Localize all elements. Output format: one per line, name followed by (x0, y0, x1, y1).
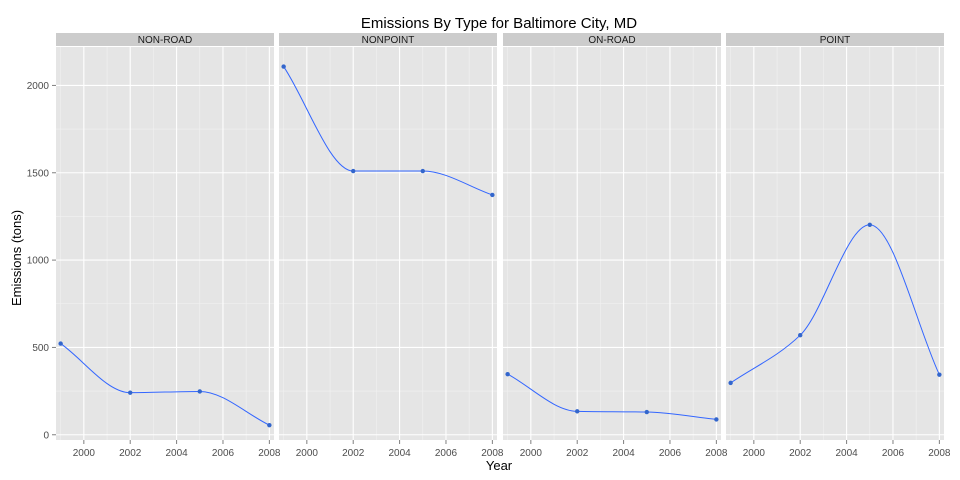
x-tick-label: 2002 (342, 448, 365, 459)
y-tick-label: 500 (32, 343, 49, 354)
data-point (575, 409, 580, 414)
facet-strip (503, 33, 721, 46)
y-tick-label: 1000 (27, 256, 50, 267)
x-tick-label: 2000 (520, 448, 543, 459)
x-tick-label: 2006 (882, 448, 905, 459)
x-tick-label: 2000 (296, 448, 319, 459)
y-axis-label: Emissions (tons) (9, 210, 24, 306)
facet-panel-non-road: NON-ROAD 2000 2002 2004 2006 2008 (56, 33, 281, 459)
facet-panel-point: POINT 2000 2002 2004 2006 2008 (726, 33, 951, 459)
data-point (714, 417, 719, 422)
x-tick-label: 2008 (928, 448, 951, 459)
x-tick-label: 2002 (789, 448, 812, 459)
x-tick-label: 2006 (435, 448, 458, 459)
data-point (58, 341, 63, 346)
data-point (267, 422, 272, 428)
data-point (128, 390, 133, 395)
facet-strip-label: NON-ROAD (138, 35, 192, 46)
x-axis-label: Year (486, 458, 513, 473)
data-point (505, 371, 510, 377)
facet-strip (56, 33, 274, 46)
chart-title: Emissions By Type for Baltimore City, MD (361, 15, 637, 32)
facet-panel-nonpoint: NONPOINT 2000 2002 2004 2006 2008 (279, 33, 504, 459)
x-tick-label: 2008 (481, 448, 504, 459)
x-tick-label: 2008 (258, 448, 281, 459)
data-point (351, 168, 356, 174)
x-tick-label: 2002 (119, 448, 142, 459)
panel-background (726, 47, 944, 440)
panel-background (56, 47, 274, 440)
panel-background (503, 47, 721, 440)
data-point (490, 192, 495, 198)
data-point (867, 222, 872, 228)
series-line (60, 343, 270, 426)
facet-panel-on-road: ON-ROAD 2000 2002 2004 2006 2008 (503, 33, 728, 459)
facet-strip-label: NONPOINT (362, 35, 415, 46)
facet-strip-label: POINT (820, 35, 851, 46)
x-tick-label: 2006 (212, 448, 235, 459)
x-tick-label: 2002 (566, 448, 589, 459)
x-tick-label: 2004 (388, 448, 411, 459)
facet-panels: 0 500 1000 1500 2000 NON-ROAD 2000 2002 2004 2006… (27, 33, 951, 459)
x-tick-label: 2008 (705, 448, 728, 459)
x-tick-label: 2000 (73, 448, 96, 459)
x-tick-label: 2000 (743, 448, 766, 459)
facet-strip (726, 33, 944, 46)
data-point (937, 372, 942, 377)
data-point (644, 409, 649, 415)
data-point (420, 168, 425, 174)
series-line (730, 224, 940, 384)
facet-strip-label: ON-ROAD (588, 35, 635, 46)
series-line (283, 66, 493, 196)
y-tick-label: 0 (43, 430, 49, 441)
y-tick-label: 1500 (27, 168, 50, 179)
data-point (728, 380, 733, 386)
x-tick-label: 2004 (612, 448, 635, 459)
x-tick-label: 2004 (835, 448, 858, 459)
facet-strip (279, 33, 497, 46)
y-tick-label: 2000 (27, 81, 50, 92)
data-point (197, 389, 202, 394)
x-tick-label: 2004 (165, 448, 188, 459)
data-point (798, 333, 803, 338)
series-line (507, 373, 717, 420)
panel-background (279, 47, 497, 440)
data-point (281, 64, 286, 69)
x-tick-label: 2006 (659, 448, 682, 459)
